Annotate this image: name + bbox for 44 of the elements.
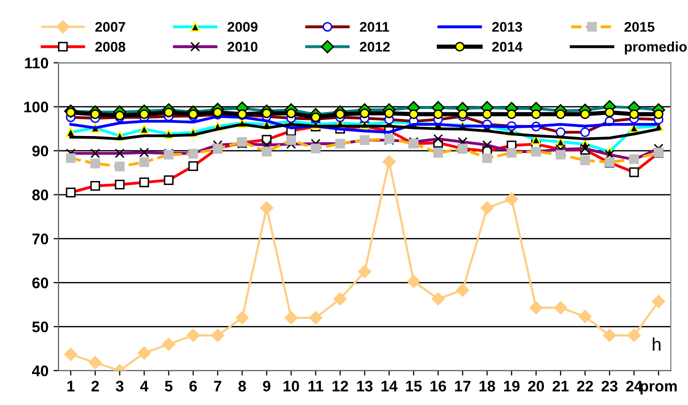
legend-label: 2011 — [360, 22, 390, 32]
legend-label: 2008 — [95, 42, 126, 52]
y-tick-label: 110 — [25, 58, 48, 68]
x-tick-label: 10 — [284, 380, 300, 392]
y-tick-label: 70 — [32, 234, 48, 244]
x-tick-label: 8 — [238, 380, 246, 392]
x-tick-label: 15 — [406, 380, 422, 392]
y-tick-label: 40 — [32, 365, 48, 376]
legend-label: 2009 — [228, 22, 258, 32]
annotation: h — [652, 338, 660, 351]
legend-label: 2013 — [492, 22, 522, 32]
y-tick-label: 90 — [32, 146, 48, 156]
legend-label: promedio — [624, 41, 687, 54]
x-tick-label: 17 — [455, 380, 470, 392]
x-tick-label: 16 — [430, 380, 446, 392]
x-tick-label: 18 — [480, 380, 496, 392]
y-tick-label: 50 — [32, 321, 48, 332]
x-tick-label: 12 — [332, 380, 348, 392]
x-tick-label: 3 — [116, 380, 124, 392]
x-tick-label: 20 — [528, 380, 544, 392]
x-tick-label: 24 — [626, 380, 642, 392]
x-tick-label: 5 — [164, 380, 173, 392]
x-tick-label: 23 — [602, 380, 618, 392]
legend-label: 2010 — [228, 42, 258, 52]
x-tick-label: 14 — [382, 380, 398, 392]
x-tick-label: 4 — [140, 380, 148, 392]
y-tick-label: 100 — [24, 102, 48, 112]
legend-label: 2012 — [360, 42, 390, 52]
x-tick-label: 19 — [504, 380, 520, 392]
x-tick-label: 7 — [214, 380, 222, 392]
y-tick-label: 80 — [32, 190, 48, 200]
x-tick-label: 22 — [577, 380, 593, 392]
x-tick-label: 13 — [357, 380, 373, 392]
x-tick-label: 11 — [308, 380, 324, 392]
x-tick-label: 2 — [92, 380, 99, 392]
legend-label: 2014 — [492, 42, 522, 52]
y-tick-label: 60 — [32, 278, 48, 288]
x-tick-label: 6 — [190, 380, 197, 392]
x-tick-label: 9 — [262, 380, 270, 392]
x-tick-label: 1 — [67, 380, 75, 392]
x-tick-label: prom — [640, 383, 677, 395]
legend-label: 2007 — [95, 22, 126, 32]
x-tick-label: 21 — [552, 380, 569, 392]
legend-label: 2015 — [624, 22, 654, 32]
